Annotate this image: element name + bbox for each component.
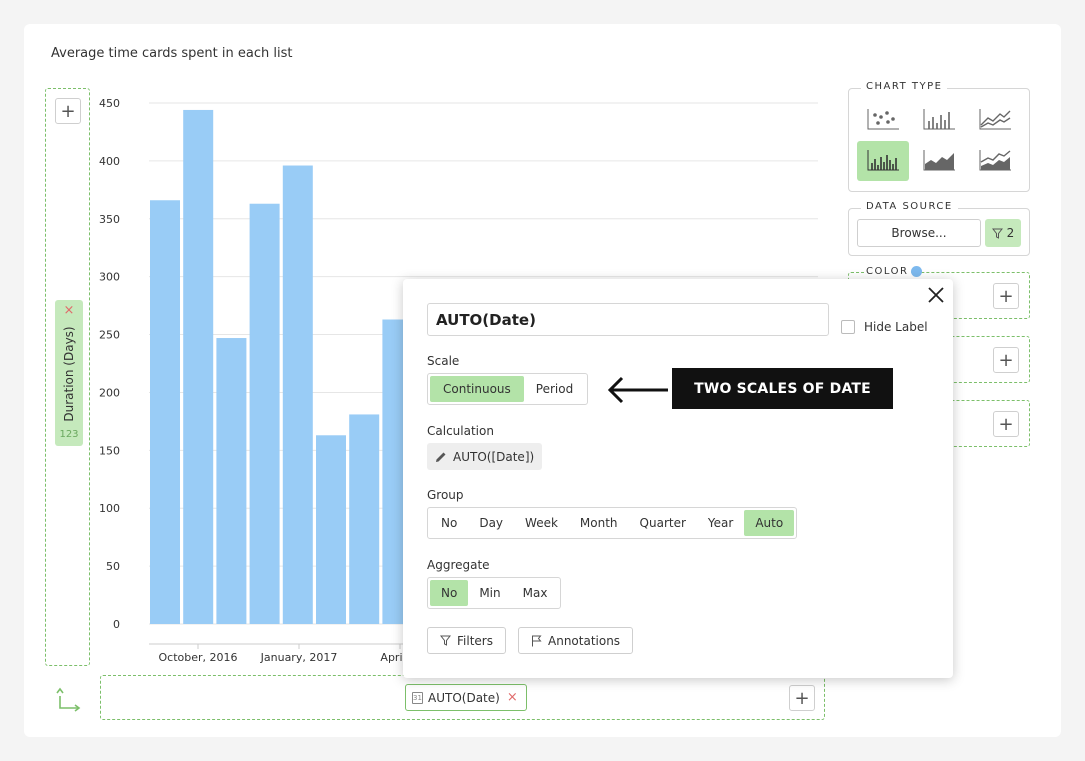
filter-count: 2	[1006, 226, 1015, 240]
filters-button[interactable]: Filters	[427, 627, 506, 654]
area-chart-icon[interactable]	[913, 141, 965, 181]
x-shelf-add-button[interactable]: +	[789, 685, 815, 711]
scatter-chart-icon[interactable]	[857, 100, 909, 140]
y-measure-remove-icon[interactable]: ×	[63, 303, 75, 318]
field-name-input[interactable]	[427, 303, 829, 336]
y-shelf-add-button[interactable]: +	[55, 98, 81, 124]
y-tick-label: 100	[99, 502, 120, 515]
hide-label-checkbox[interactable]: Hide Label	[841, 320, 928, 334]
bar-chart: 0 50 100 150 200 250 300 350 400 450 October, 2016…	[99, 97, 818, 664]
filters-label: Filters	[457, 633, 493, 648]
data-source-filter-button[interactable]: 2	[985, 219, 1021, 247]
scale-selector[interactable]: Continuous Period	[427, 373, 589, 405]
data-source-title: DATA SOURCE	[861, 201, 958, 212]
color-add-button[interactable]: +	[993, 283, 1019, 309]
y-measure-pill[interactable]: × Duration (Days) 123	[55, 300, 83, 446]
y-tick-label: 300	[99, 271, 120, 284]
y-tick-label: 200	[99, 386, 120, 399]
pencil-icon	[436, 452, 446, 462]
y-tick-label: 250	[99, 329, 120, 342]
group-label: Group	[427, 488, 464, 502]
browse-button[interactable]: Browse...	[857, 219, 981, 247]
aggregate-label: Aggregate	[427, 558, 490, 572]
bar	[349, 414, 380, 624]
swap-axes-icon[interactable]	[56, 686, 82, 712]
y-axis-shelf[interactable]	[45, 88, 90, 666]
aggregate-selector[interactable]: No Min Max	[427, 577, 562, 609]
x-dimension-pill[interactable]: 31 AUTO(Date) ×	[405, 684, 527, 711]
color-title: COLOR	[864, 266, 911, 277]
group-option-week[interactable]: Week	[525, 516, 558, 530]
x-tick-label: October, 2016	[158, 651, 237, 664]
x-dimension-label: AUTO(Date)	[428, 690, 500, 705]
group-option-quarter[interactable]: Quarter	[639, 516, 686, 530]
color-indicator-dot	[911, 266, 922, 277]
y-measure-label: Duration (Days)	[62, 326, 76, 422]
group-option-auto[interactable]: Auto	[744, 510, 795, 536]
scale-option-continuous[interactable]: Continuous	[430, 376, 524, 402]
x-tick-label: January, 2017	[260, 651, 338, 664]
aggregate-option-min[interactable]: Min	[479, 586, 501, 600]
bar	[183, 109, 214, 625]
flag-icon	[532, 635, 542, 646]
hide-label-text: Hide Label	[864, 320, 928, 334]
bar	[249, 203, 280, 624]
chart-type-title: CHART TYPE	[861, 81, 948, 92]
aggregate-option-max[interactable]: Max	[522, 586, 548, 600]
bar	[316, 435, 346, 624]
group-option-year[interactable]: Year	[707, 516, 734, 530]
hide-label-box[interactable]	[841, 320, 855, 334]
bar	[150, 200, 180, 624]
callout-label: TWO SCALES OF DATE	[672, 368, 893, 409]
bar	[216, 338, 247, 624]
bar-chart-icon[interactable]	[913, 100, 965, 140]
filter-icon	[440, 635, 451, 646]
measure-type-icon: 123	[59, 429, 79, 440]
y-tick-label: 50	[106, 560, 120, 573]
group-selector[interactable]: No Day Week Month Quarter Year Auto	[427, 507, 798, 539]
field-settings-popup: Hide Label Scale Continuous Period Calcu…	[403, 279, 953, 678]
label-add-button[interactable]: +	[993, 411, 1019, 437]
calendar-icon: 31	[412, 691, 423, 704]
annotations-label: Annotations	[548, 633, 621, 648]
close-icon[interactable]	[926, 285, 946, 305]
calculation-label: Calculation	[427, 424, 494, 438]
chart-title: Average time cards spent in each list	[51, 46, 293, 61]
group-option-day[interactable]: Day	[479, 516, 504, 530]
calculation-field[interactable]: AUTO([Date])	[427, 443, 543, 470]
y-tick-label: 0	[113, 618, 120, 631]
scale-option-period[interactable]: Period	[535, 382, 574, 396]
y-tick-label: 400	[99, 155, 120, 168]
y-tick-label: 350	[99, 213, 120, 226]
group-option-month[interactable]: Month	[579, 516, 618, 530]
size-add-button[interactable]: +	[993, 347, 1019, 373]
annotations-button[interactable]: Annotations	[518, 627, 634, 654]
y-tick-label: 450	[99, 97, 120, 110]
scale-label: Scale	[427, 354, 460, 368]
x-dimension-remove-icon[interactable]: ×	[506, 690, 518, 705]
bar	[282, 165, 313, 624]
y-tick-label: 150	[99, 444, 120, 457]
arrow-left-icon	[607, 376, 668, 404]
group-option-no[interactable]: No	[441, 516, 458, 530]
filter-icon	[991, 228, 1003, 239]
column-chart-icon[interactable]	[857, 141, 909, 181]
line-chart-icon[interactable]	[969, 100, 1021, 140]
stacked-area-chart-icon[interactable]	[969, 141, 1021, 181]
calculation-value: AUTO([Date])	[453, 449, 535, 464]
aggregate-option-no[interactable]: No	[430, 580, 469, 606]
